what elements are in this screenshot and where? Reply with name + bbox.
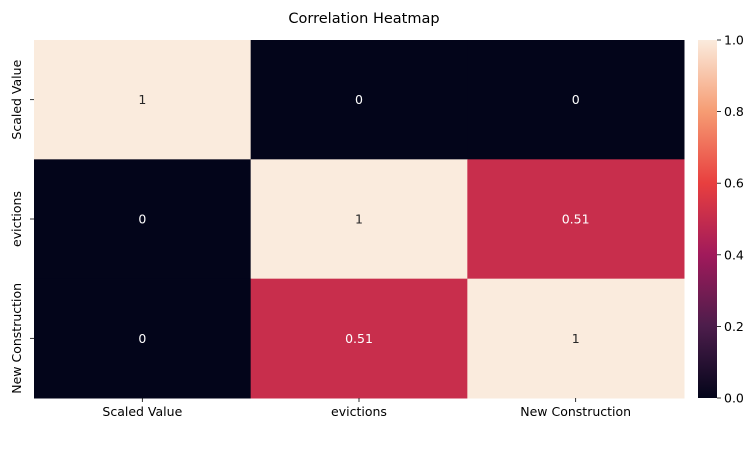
colorbar-tick-label: 0.0	[724, 391, 744, 406]
heatmap-cell-r2-c2	[467, 278, 685, 399]
cell-annotation-r0-c1: 0	[355, 92, 363, 107]
y-tick-label: Scaled Value	[9, 59, 24, 139]
heatmap-annotations: 1 0 0 0 1 0.51 0 0.51 1	[138, 92, 589, 346]
heatmap-cell-r0-c2	[467, 40, 685, 160]
heatmap-cell-r1-c2	[467, 159, 685, 280]
colorbar-tick-label: 0.6	[724, 176, 744, 191]
x-axis: Scaled Value evictions New Construction	[102, 398, 631, 419]
heatmap-cell-r0-c1	[250, 40, 468, 160]
cell-annotation-r1-c0: 0	[138, 212, 146, 227]
cell-annotation-r1-c2: 0.51	[562, 212, 590, 227]
y-tick-label: New Construction	[9, 283, 24, 394]
cell-annotation-r0-c0: 1	[138, 92, 146, 107]
colorbar-tick-label: 0.2	[724, 319, 744, 334]
cell-annotation-r2-c0: 0	[138, 331, 146, 346]
x-tick-label: New Construction	[520, 404, 631, 419]
chart-title: Correlation Heatmap	[288, 11, 439, 27]
cell-annotation-r2-c1: 0.51	[345, 331, 373, 346]
heatmap-cells	[34, 40, 685, 399]
y-axis: Scaled Value evictions New Construction	[9, 59, 34, 394]
colorbar-tick-label: 0.4	[724, 247, 744, 262]
colorbar-axis: 0.0 0.2 0.4 0.6 0.8 1.0	[717, 33, 744, 406]
y-tick-label: evictions	[9, 191, 24, 247]
heatmap-cell-r1-c0	[34, 159, 252, 280]
colorbar-gradient	[698, 40, 717, 398]
cell-annotation-r0-c2: 0	[572, 92, 580, 107]
cell-annotation-r2-c2: 1	[572, 331, 580, 346]
heatmap-cell-r2-c0	[34, 278, 252, 399]
colorbar-tick-label: 1.0	[724, 33, 744, 48]
heatmap-cell-r2-c1	[250, 278, 468, 399]
x-tick-label: Scaled Value	[102, 404, 182, 419]
heatmap-cell-r1-c1	[250, 159, 468, 280]
colorbar-tick-label: 0.8	[724, 104, 744, 119]
cell-annotation-r1-c1: 1	[355, 212, 363, 227]
x-tick-label: evictions	[331, 404, 387, 419]
heatmap-cell-r0-c0	[34, 40, 252, 160]
